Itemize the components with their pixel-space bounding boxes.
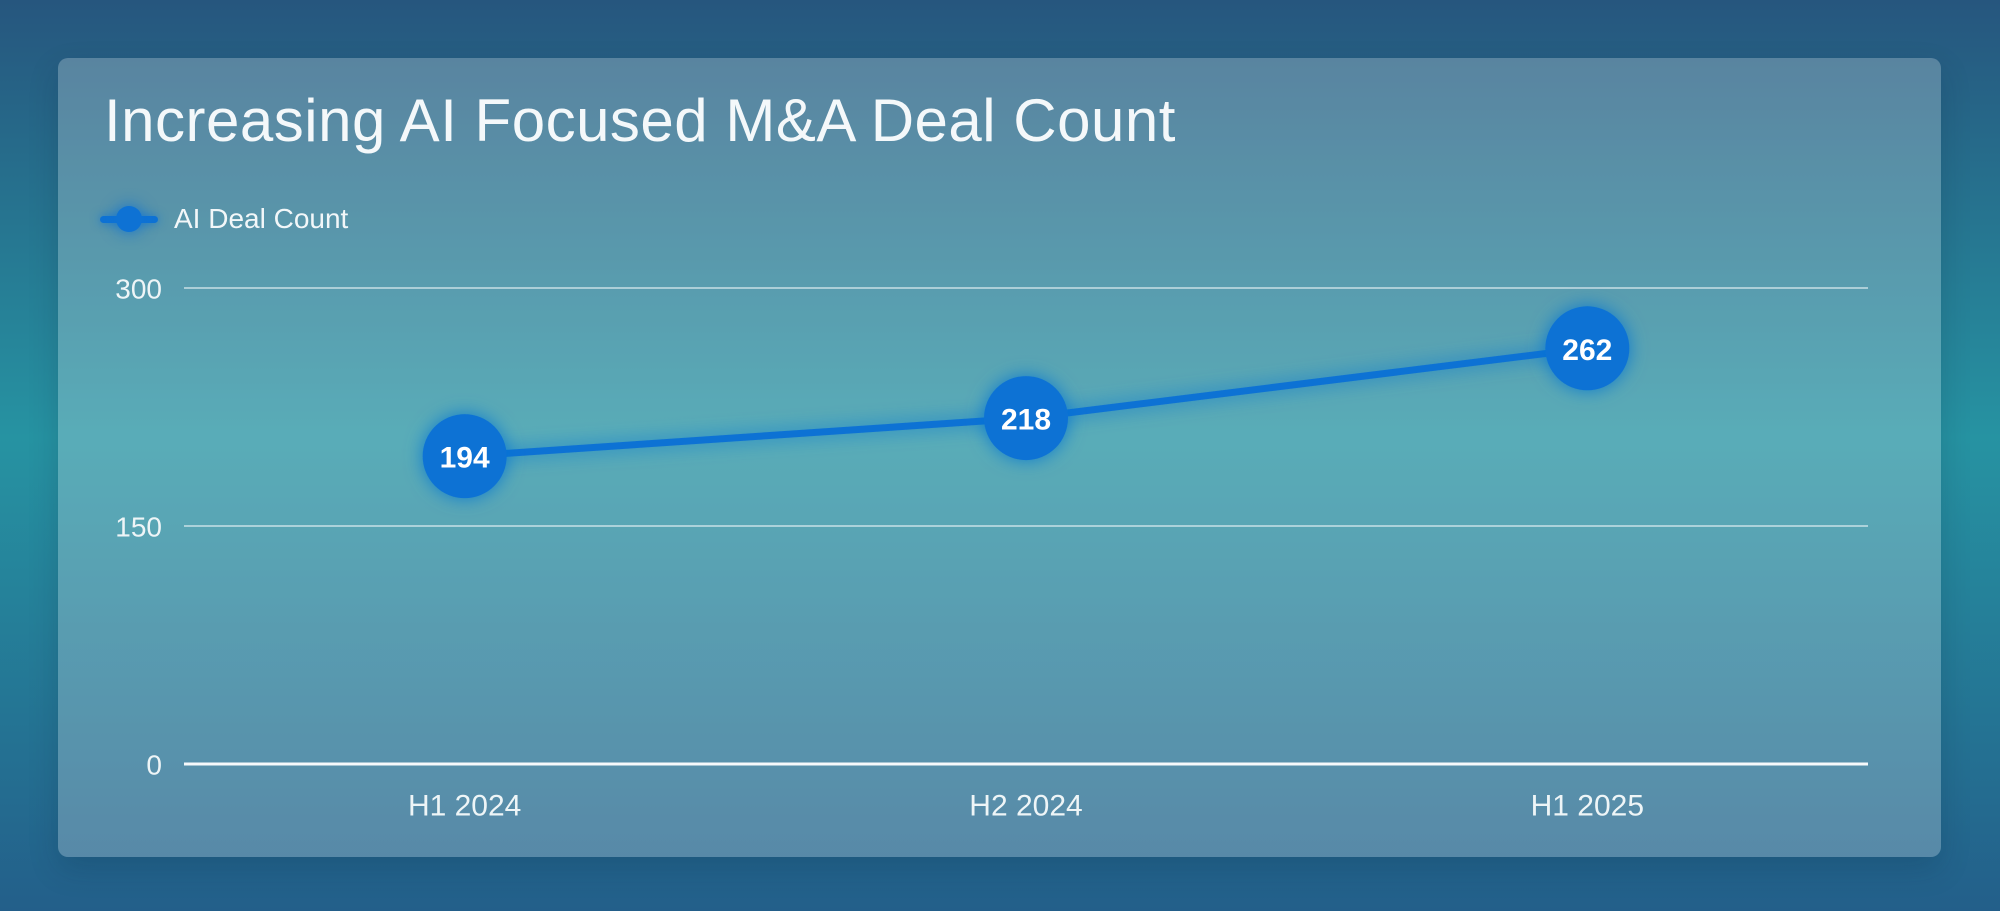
data-point[interactable]: 218 (984, 376, 1068, 461)
legend: AI Deal Count (100, 203, 349, 234)
chart-card: Increasing AI Focused M&A Deal Count AI … (58, 58, 1941, 857)
legend-item-ai-deal-count[interactable]: AI Deal Count (100, 203, 349, 234)
legend-label: AI Deal Count (174, 203, 349, 234)
y-tick-label: 300 (115, 274, 162, 305)
data-point-circle[interactable] (1545, 306, 1630, 391)
y-tick-label: 0 (146, 750, 162, 781)
x-axis-label: H1 2024 (408, 790, 521, 823)
data-point-circle[interactable] (422, 414, 507, 499)
legend-dot-icon (116, 206, 142, 232)
data-point-circle[interactable] (984, 376, 1068, 461)
y-tick-label: 150 (115, 512, 162, 543)
data-point-value: 194 (440, 442, 490, 475)
data-point[interactable]: 194 (422, 414, 507, 499)
x-axis-label: H2 2024 (969, 790, 1082, 823)
data-point-value: 262 (1562, 334, 1612, 367)
x-axis-label: H1 2025 (1531, 790, 1644, 823)
legend-line-dot-icon (100, 205, 158, 233)
data-point-value: 218 (1001, 404, 1051, 437)
plot-svg: 0 150 300 H1 2024 H2 2024 H1 2025 194 218 262 (115, 274, 1868, 823)
chart-title: Increasing AI Focused M&A Deal Count (104, 87, 1176, 154)
data-point[interactable]: 262 (1545, 306, 1630, 391)
